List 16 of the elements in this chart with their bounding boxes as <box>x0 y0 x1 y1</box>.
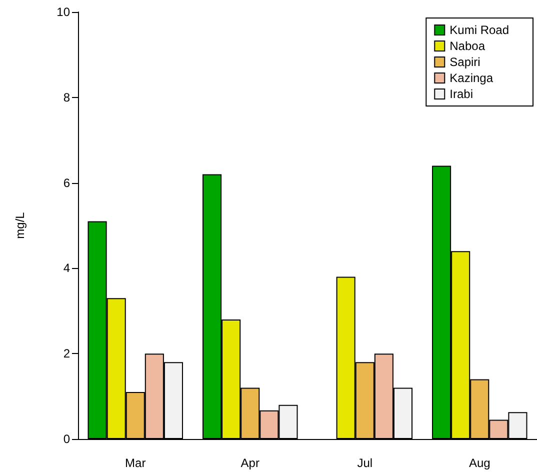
x-tick-label: Mar <box>125 456 146 470</box>
y-tick-label: 8 <box>63 90 70 104</box>
y-axis-title: mg/L <box>13 212 27 239</box>
y-tick-label: 4 <box>63 261 70 276</box>
y-tick-label: 2 <box>63 346 70 361</box>
legend-label: Kazinga <box>450 71 494 85</box>
legend-label: Kumi Road <box>450 23 510 37</box>
legend-label: Naboa <box>450 39 486 53</box>
y-tick-label: 10 <box>56 5 70 19</box>
y-tick-label: 0 <box>63 432 70 446</box>
legend-label: Irabi <box>450 87 473 101</box>
x-tick-label: Aug <box>468 456 490 470</box>
legend-label: Sapiri <box>450 55 480 69</box>
y-tick-label: 6 <box>63 176 70 190</box>
x-tick-label: Apr <box>240 456 260 470</box>
x-tick-label: Jul <box>357 456 373 470</box>
